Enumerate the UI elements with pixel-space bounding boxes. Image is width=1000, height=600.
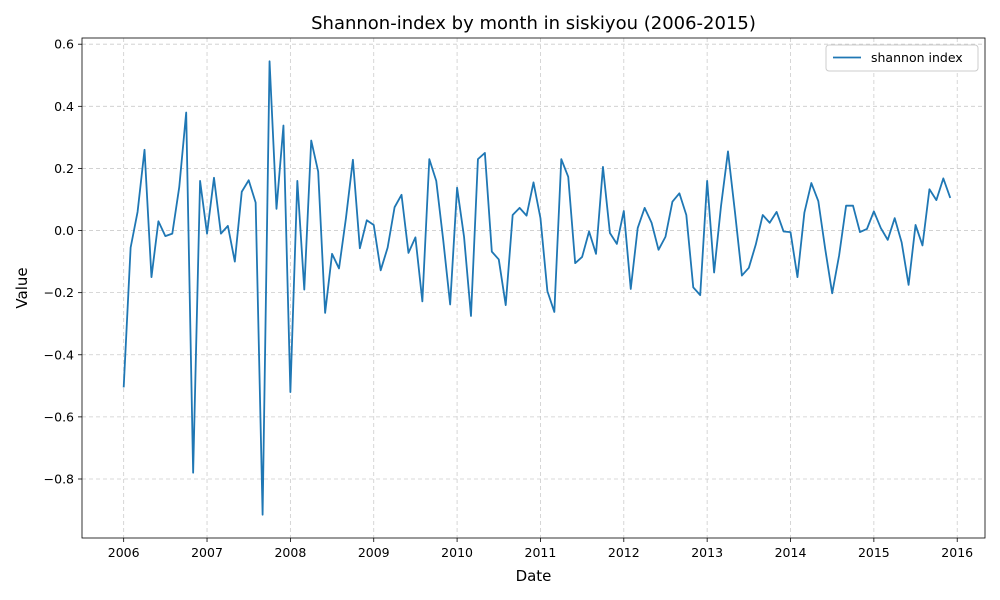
y-tick-label: −0.4: [44, 347, 74, 362]
x-tick-label: 2008: [274, 545, 306, 560]
y-tick-label: −0.8: [44, 471, 74, 486]
x-tick-label: 2013: [691, 545, 723, 560]
y-tick-label: −0.6: [44, 409, 74, 424]
series-line-shannon-index: [122, 60, 952, 516]
legend: shannon index: [825, 44, 979, 72]
x-tick-label: 2016: [941, 545, 973, 560]
x-tick-label: 2010: [441, 545, 473, 560]
y-axis-ticks: −0.8 −0.6 −0.4 −0.2 0.0 0.2 0.4 0.6: [44, 37, 82, 486]
x-axis-ticks: 2006 2007 2008 2009 2010 2011 2012 2013 2014 2015…: [108, 538, 973, 560]
y-axis-label: Value: [13, 267, 31, 308]
legend-label: shannon index: [871, 50, 963, 65]
grid-lines: [82, 38, 985, 538]
y-tick-label: 0.4: [54, 99, 74, 114]
plot-frame: [81, 37, 986, 539]
y-tick-label: 0.2: [54, 161, 74, 176]
x-tick-label: 2015: [858, 545, 890, 560]
x-tick-label: 2014: [775, 545, 807, 560]
y-tick-label: −0.2: [44, 285, 74, 300]
x-tick-label: 2011: [525, 545, 557, 560]
x-tick-label: 2007: [191, 545, 223, 560]
y-tick-label: 0.6: [54, 37, 74, 52]
x-tick-label: 2006: [108, 545, 140, 560]
x-axis-label: Date: [516, 567, 552, 585]
chart-title: Shannon-index by month in siskiyou (2006…: [311, 13, 756, 34]
y-tick-label: 0.0: [54, 223, 74, 238]
legend-box: [825, 44, 979, 72]
series-layer: [122, 60, 952, 516]
x-tick-label: 2009: [358, 545, 390, 560]
x-tick-label: 2012: [608, 545, 640, 560]
